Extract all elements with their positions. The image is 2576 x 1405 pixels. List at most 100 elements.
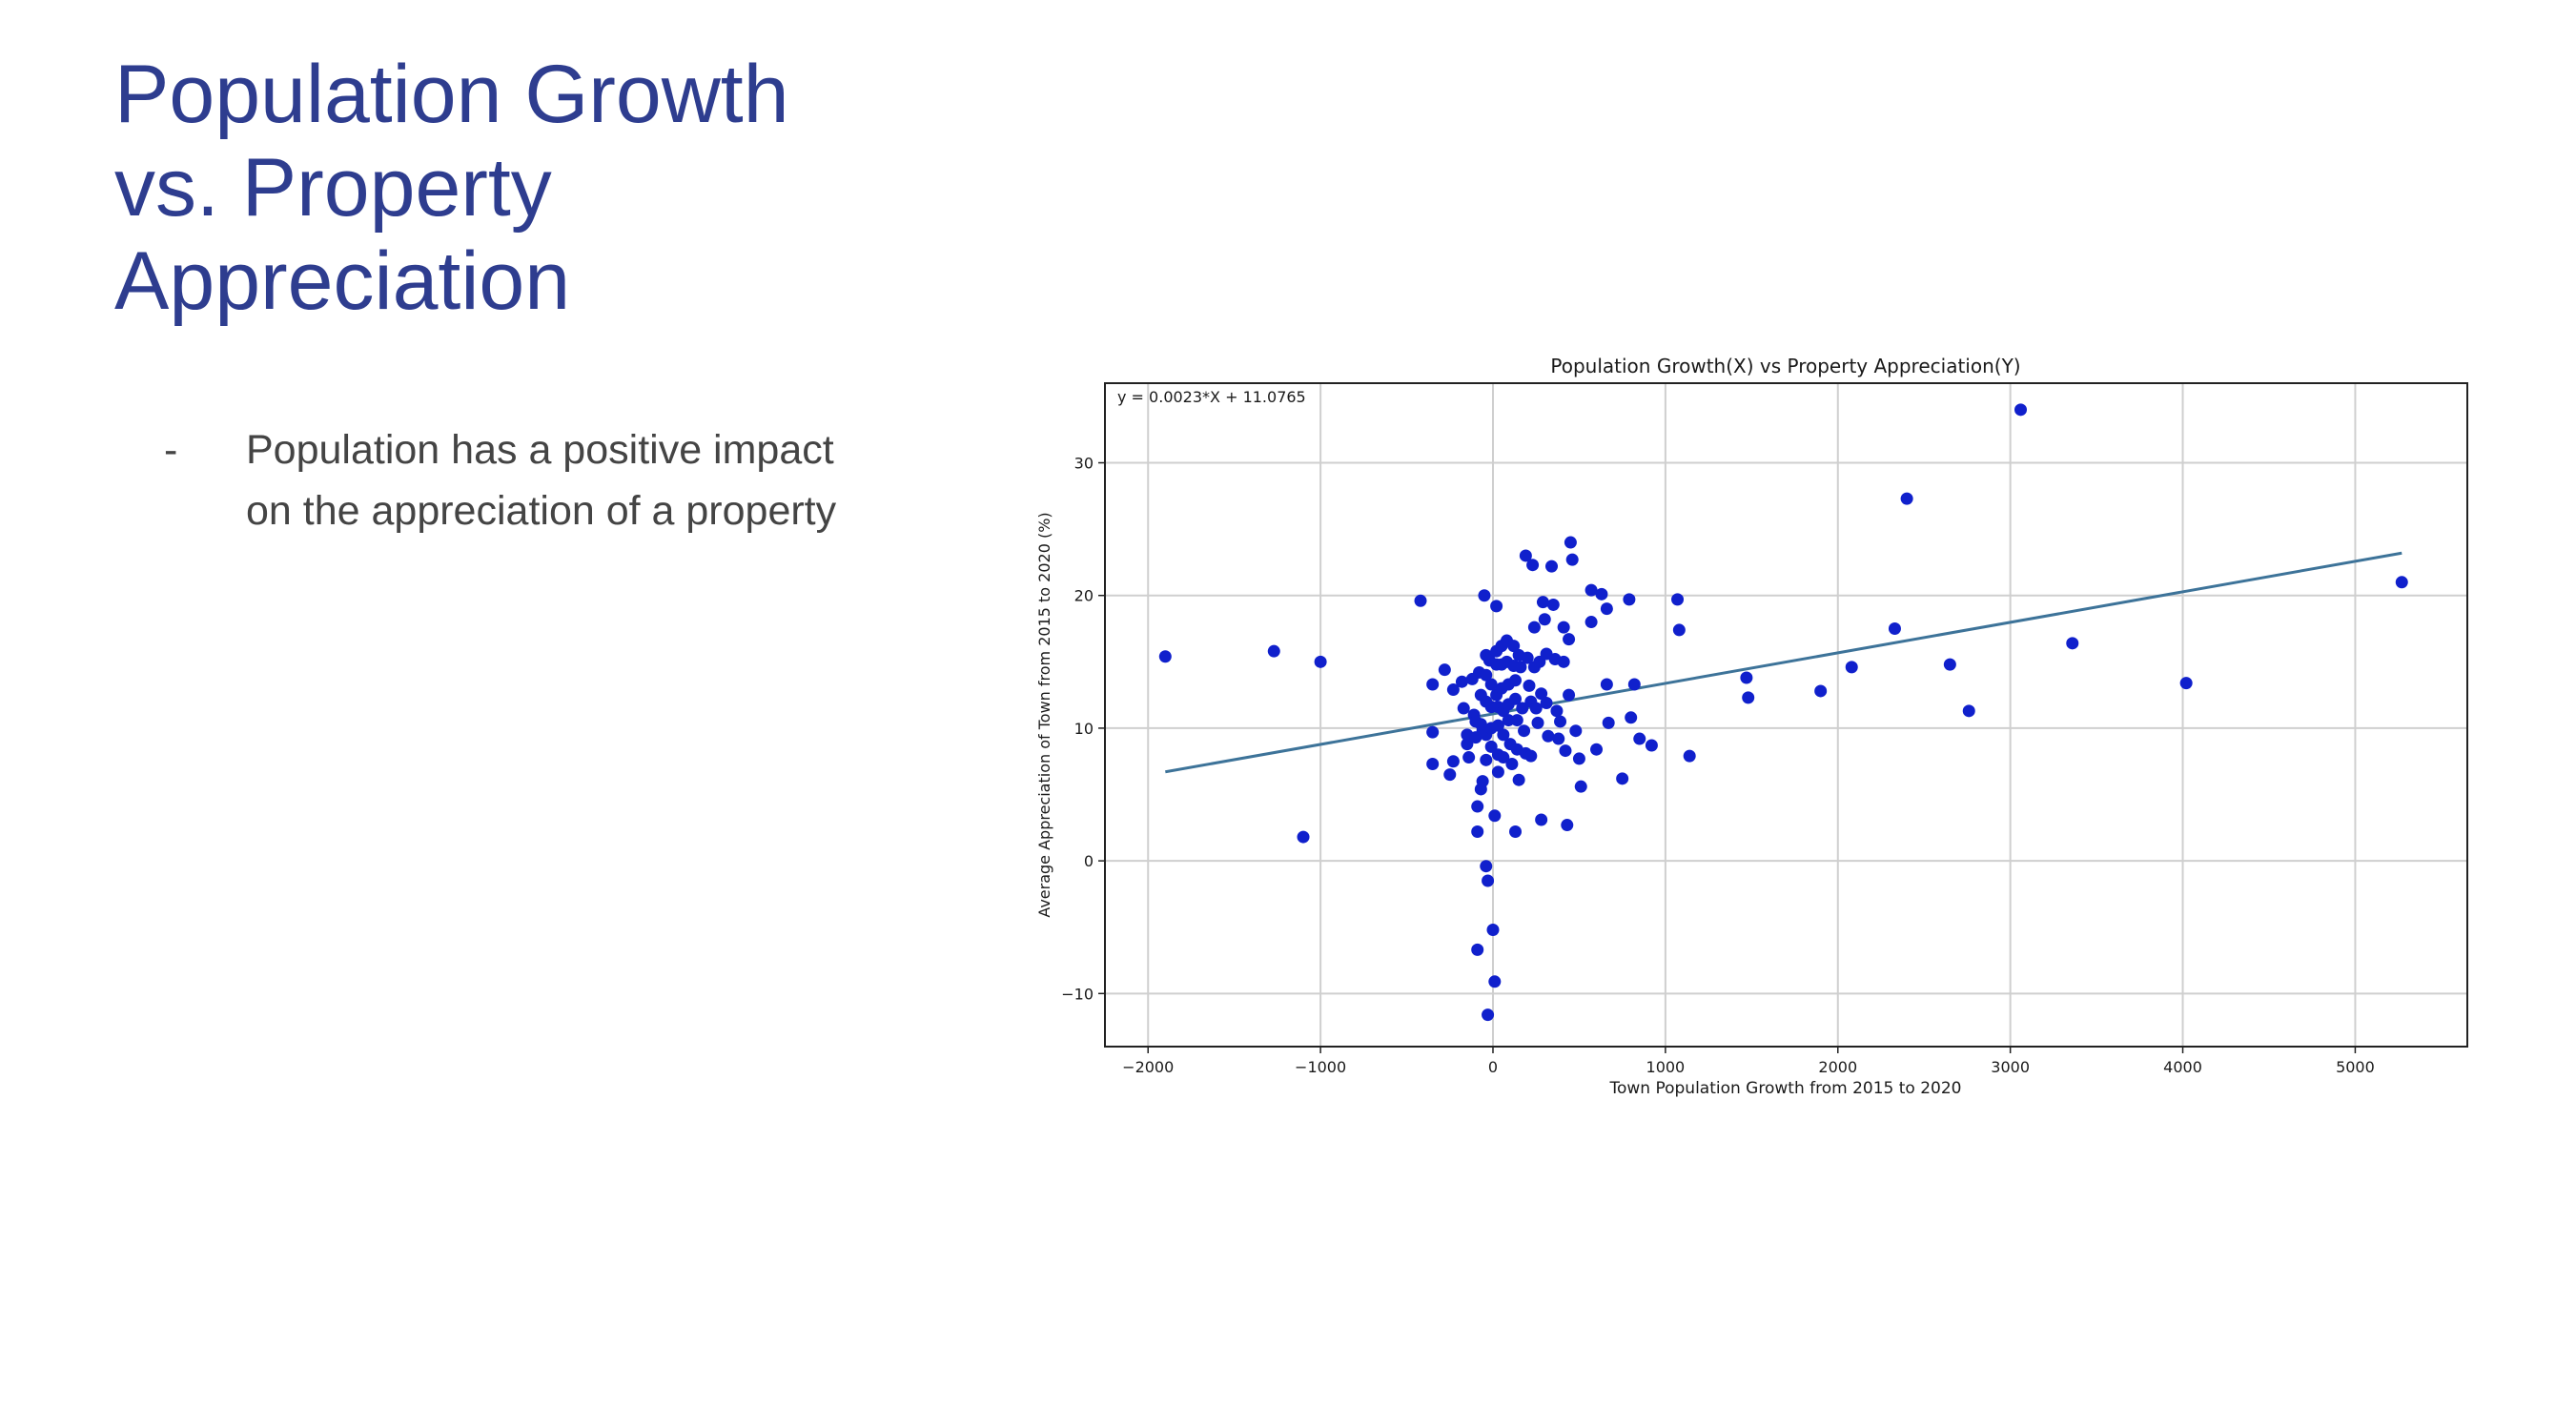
- data-point: [1526, 559, 1540, 572]
- data-point: [1535, 813, 1548, 826]
- data-point: [1550, 704, 1564, 718]
- data-point: [1478, 589, 1491, 602]
- data-point: [1563, 688, 1576, 702]
- data-point: [1509, 692, 1523, 705]
- data-point: [2395, 576, 2408, 589]
- data-point: [1595, 587, 1608, 601]
- y-tick-label: −10: [1061, 985, 1094, 1003]
- slide-title-line: Appreciation: [114, 235, 571, 327]
- data-point: [1426, 758, 1440, 771]
- data-point: [1540, 696, 1553, 709]
- y-tick-label: 30: [1074, 455, 1094, 473]
- x-tick-label: 3000: [1991, 1058, 2030, 1076]
- data-point: [1158, 650, 1172, 663]
- data-point: [1845, 661, 1858, 674]
- data-point: [1471, 800, 1484, 813]
- data-point: [1457, 702, 1470, 715]
- data-point: [1512, 773, 1525, 786]
- data-point: [1426, 725, 1440, 739]
- data-point: [1509, 825, 1523, 838]
- data-point: [1474, 783, 1487, 796]
- data-point: [1314, 655, 1327, 668]
- data-point: [1471, 943, 1484, 956]
- data-point: [1267, 644, 1280, 658]
- data-point: [1552, 732, 1565, 745]
- slide-title-line: Population Growth: [114, 49, 789, 140]
- data-point: [1514, 661, 1527, 674]
- data-point: [1672, 623, 1686, 637]
- data-point: [1536, 596, 1549, 609]
- bullet-list: - Population has a positive impact on th…: [162, 419, 887, 541]
- x-tick-label: 5000: [2336, 1058, 2375, 1076]
- y-axis-label: Average Appreciation of Town from 2015 t…: [1035, 512, 1053, 917]
- data-point: [1574, 780, 1587, 793]
- data-point: [1516, 702, 1529, 715]
- data-point: [1426, 678, 1440, 691]
- x-tick-label: −2000: [1122, 1058, 1174, 1076]
- data-point: [1569, 724, 1583, 738]
- data-point: [1572, 752, 1585, 765]
- data-point: [1602, 716, 1615, 729]
- data-point: [1471, 825, 1484, 838]
- data-point: [1529, 702, 1543, 715]
- data-point: [1565, 553, 1579, 566]
- data-point: [1633, 732, 1646, 745]
- data-point: [1557, 655, 1570, 668]
- bullet-text: Population has a positive impact on the …: [246, 427, 837, 534]
- data-point: [1482, 1008, 1495, 1022]
- data-point: [1888, 622, 1901, 636]
- data-point: [1443, 768, 1457, 782]
- data-point: [1943, 658, 1956, 671]
- data-point: [1524, 749, 1538, 763]
- x-tick-label: 4000: [2163, 1058, 2202, 1076]
- data-point: [1538, 613, 1551, 626]
- y-tick-label: 0: [1084, 852, 1094, 870]
- data-point: [1521, 651, 1534, 664]
- data-point: [1683, 749, 1696, 763]
- data-point: [1446, 683, 1460, 697]
- data-point: [1482, 874, 1495, 887]
- chart-grid: [1105, 383, 2467, 1047]
- data-points: [1158, 403, 2408, 1022]
- data-point: [1616, 772, 1629, 785]
- data-point: [1518, 724, 1531, 738]
- data-point: [1814, 684, 1828, 698]
- chart-title: Population Growth(X) vs Property Appreci…: [1550, 355, 2020, 377]
- data-point: [1564, 536, 1577, 549]
- bullet-marker: -: [164, 427, 178, 473]
- data-point: [2066, 637, 2079, 650]
- data-point: [1563, 633, 1576, 646]
- data-point: [1740, 671, 1753, 684]
- data-point: [1486, 924, 1500, 937]
- data-point: [1519, 549, 1532, 562]
- x-axis-label: Town Population Growth from 2015 to 2020: [1608, 1079, 1961, 1098]
- data-point: [1507, 640, 1521, 653]
- data-point: [1527, 621, 1541, 634]
- data-point: [1542, 729, 1555, 743]
- x-tick-label: 1000: [1646, 1058, 1686, 1076]
- data-point: [1491, 719, 1504, 732]
- data-point: [1623, 593, 1636, 606]
- data-point: [1671, 593, 1685, 606]
- data-point: [1414, 594, 1427, 607]
- data-point: [1497, 728, 1510, 742]
- data-point: [2014, 403, 2028, 417]
- data-point: [1461, 738, 1474, 751]
- data-point: [1509, 674, 1523, 687]
- data-point: [1561, 819, 1574, 832]
- x-tick-label: −1000: [1295, 1058, 1346, 1076]
- data-point: [1490, 600, 1503, 613]
- data-point: [1627, 678, 1641, 691]
- data-point: [1480, 860, 1493, 873]
- plot-area-frame: [1104, 382, 2468, 1048]
- data-point: [1438, 663, 1451, 677]
- data-point: [1559, 744, 1572, 758]
- y-tick-label: 20: [1074, 587, 1094, 605]
- data-point: [1645, 739, 1658, 752]
- data-point: [1962, 704, 1975, 718]
- data-point: [1590, 743, 1604, 756]
- data-point: [1484, 678, 1498, 691]
- data-point: [1584, 616, 1598, 629]
- y-tick-label: 10: [1074, 720, 1094, 738]
